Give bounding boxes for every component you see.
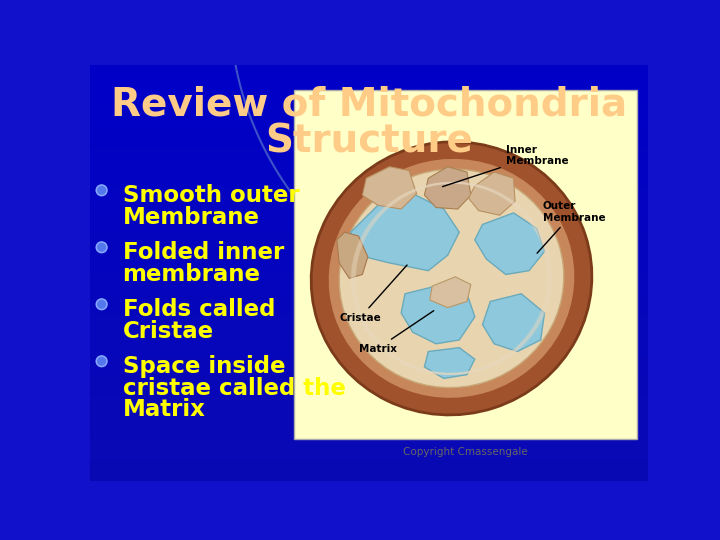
Circle shape [98, 186, 106, 194]
Text: Review of Mitochondria: Review of Mitochondria [111, 86, 627, 124]
Polygon shape [424, 167, 471, 209]
Text: Copyright Cmassengale: Copyright Cmassengale [403, 447, 528, 457]
Polygon shape [351, 194, 459, 271]
Text: Folds called: Folds called [122, 298, 275, 321]
Text: Outer
Membrane: Outer Membrane [537, 201, 606, 253]
Ellipse shape [339, 169, 564, 388]
Text: Space inside: Space inside [122, 355, 285, 378]
FancyBboxPatch shape [294, 90, 637, 439]
Text: Membrane: Membrane [122, 206, 259, 229]
Polygon shape [424, 348, 474, 379]
Polygon shape [337, 232, 368, 278]
Circle shape [96, 356, 107, 367]
Text: membrane: membrane [122, 262, 261, 286]
Circle shape [98, 357, 106, 365]
Polygon shape [430, 277, 471, 308]
Text: Inner
Membrane: Inner Membrane [443, 145, 568, 187]
Polygon shape [362, 167, 417, 209]
Circle shape [96, 242, 107, 253]
Text: Smooth outer: Smooth outer [122, 184, 300, 207]
Circle shape [98, 244, 106, 251]
Text: Cristae: Cristae [339, 265, 407, 323]
Circle shape [96, 185, 107, 195]
Polygon shape [401, 286, 474, 344]
Ellipse shape [311, 142, 592, 415]
Text: Matrix: Matrix [122, 398, 205, 421]
Polygon shape [469, 172, 515, 215]
Text: Structure: Structure [265, 123, 473, 161]
Circle shape [98, 300, 106, 308]
Circle shape [96, 299, 107, 309]
Polygon shape [474, 213, 544, 274]
Text: cristae called the: cristae called the [122, 377, 346, 400]
Text: Matrix: Matrix [359, 310, 433, 354]
Polygon shape [482, 294, 544, 352]
Text: Cristae: Cristae [122, 320, 214, 343]
Ellipse shape [328, 158, 575, 399]
Text: Folded inner: Folded inner [122, 241, 284, 264]
